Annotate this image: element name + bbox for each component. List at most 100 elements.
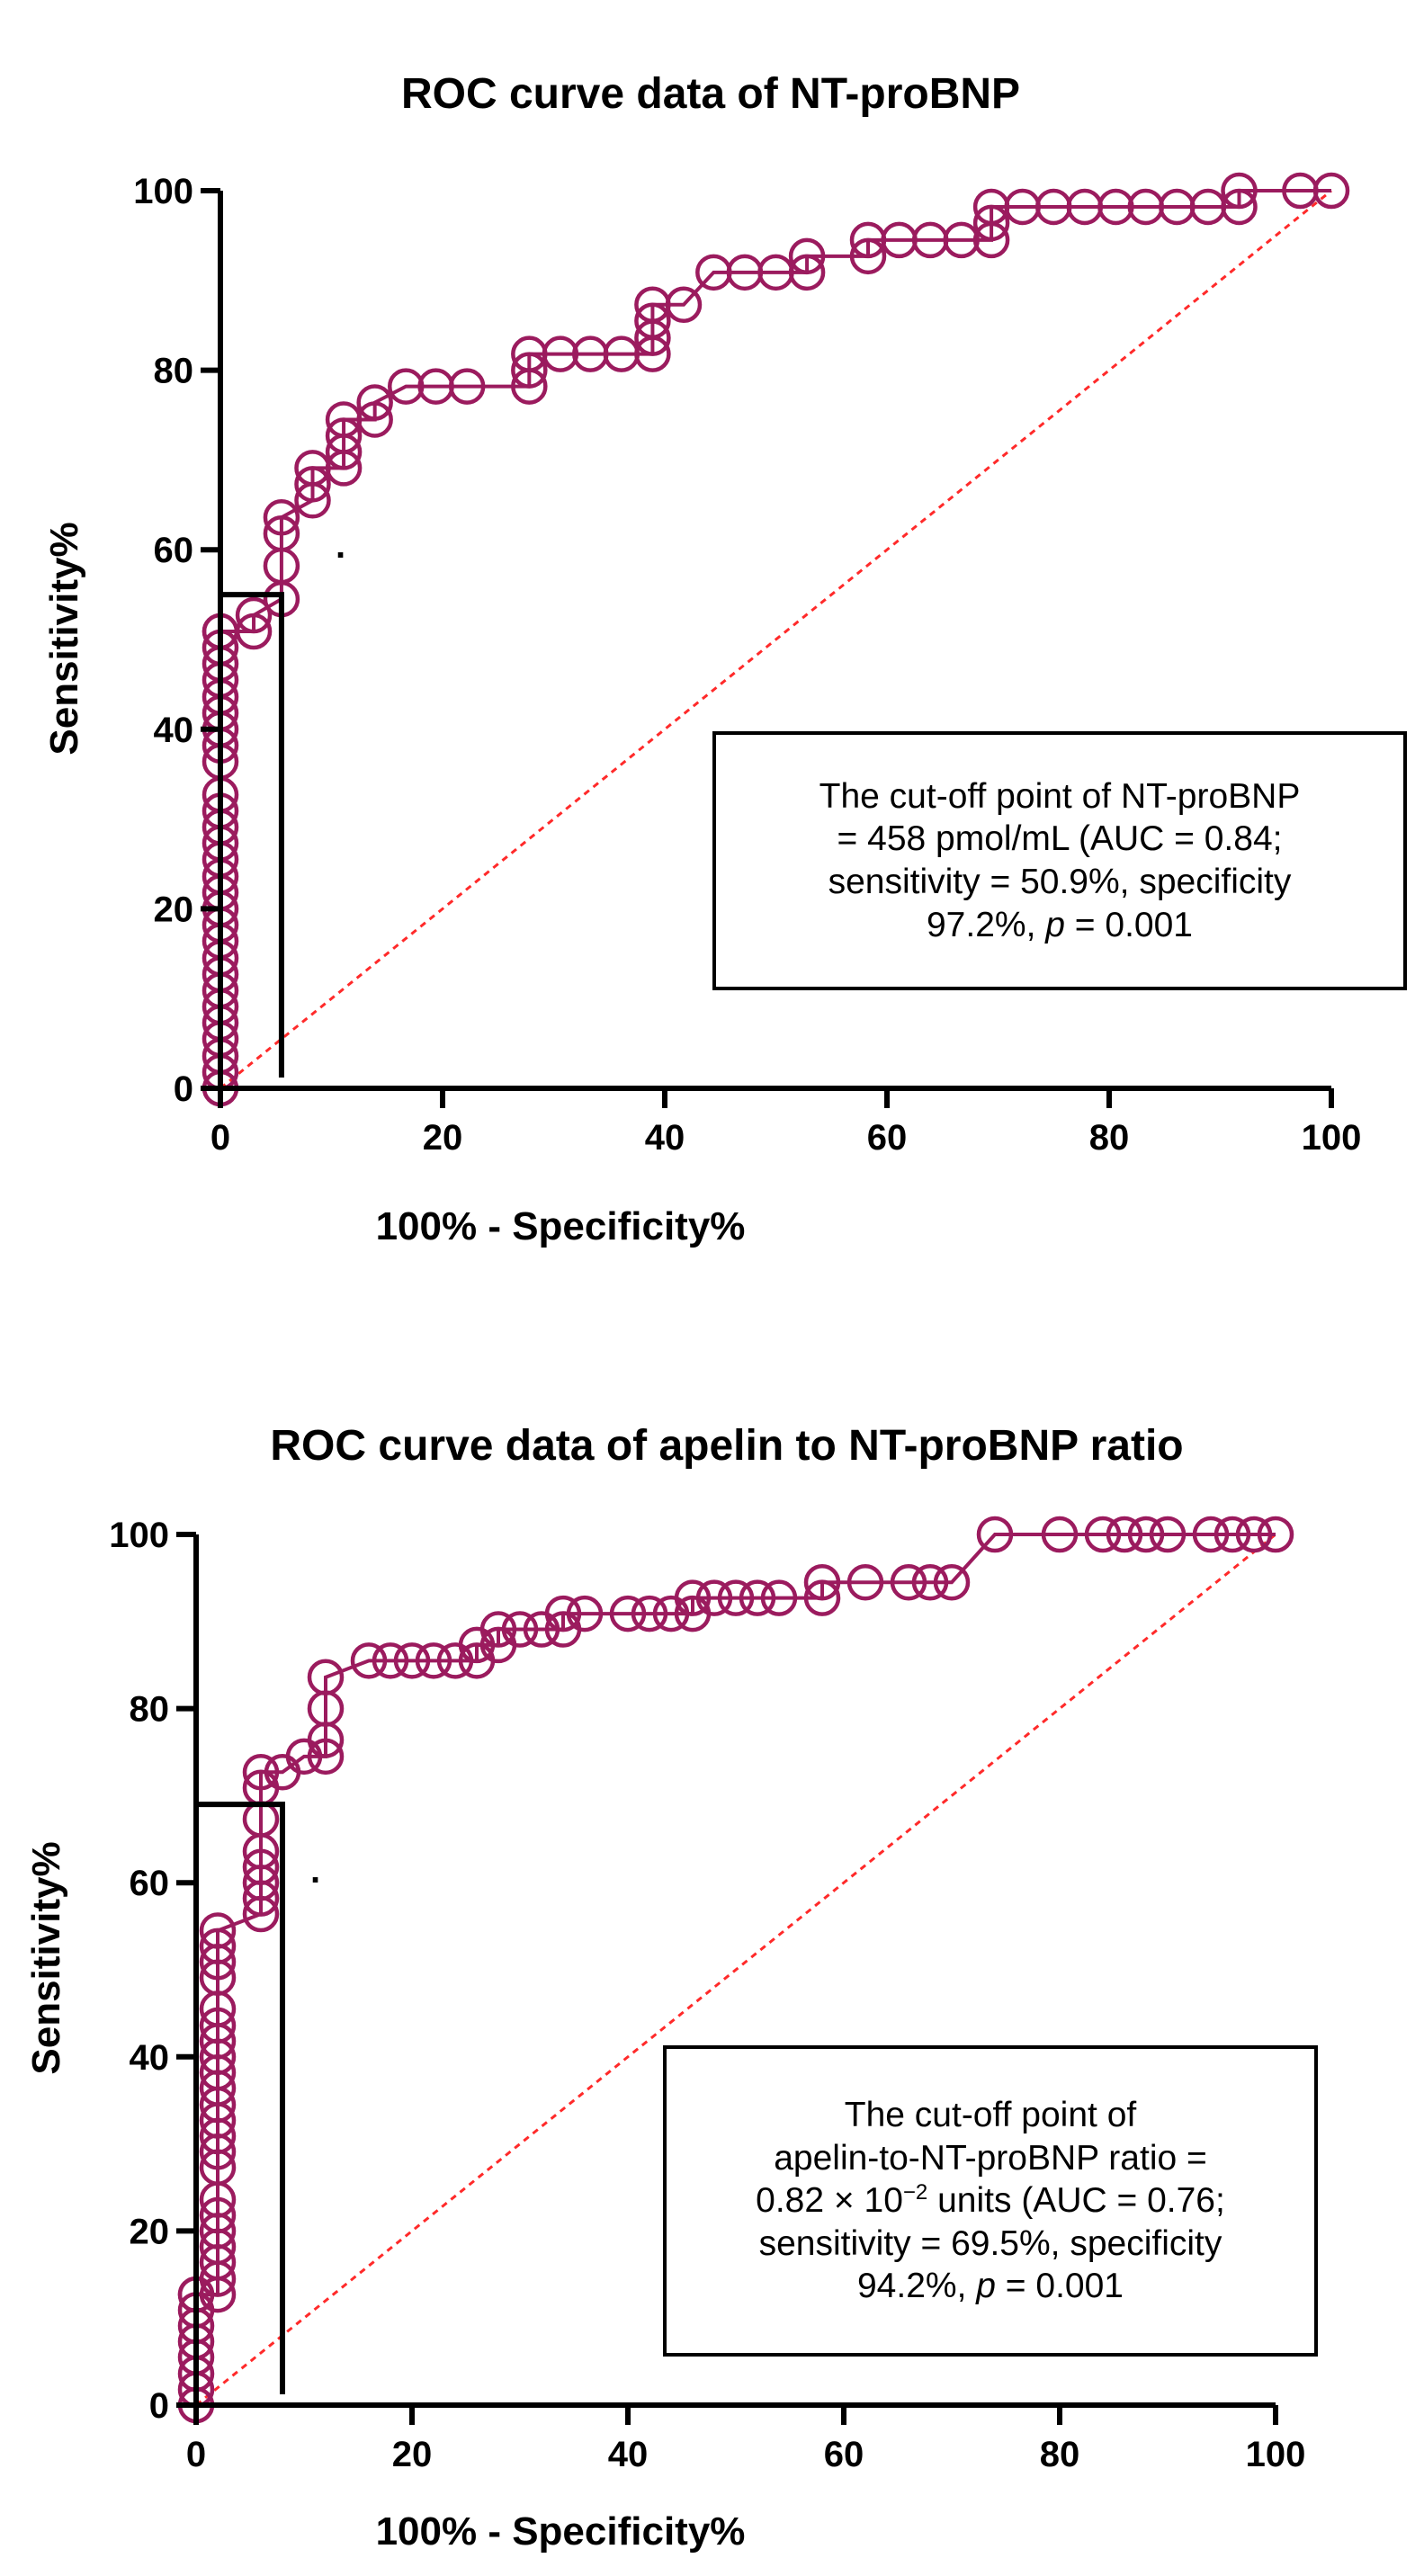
annotation-exponent: −2 [902,2180,928,2205]
roc-point [199,1928,237,1965]
roc-point [372,1642,409,1679]
roc-point [674,1579,712,1616]
roc-point [387,368,425,405]
reference-line [219,189,1332,1090]
roc-point [307,1738,345,1775]
roc-point [1097,188,1134,226]
roc-point [1106,1516,1143,1553]
roc-chart-nt-probnp: ROC curve data of NT-proBNP Sensitivity%… [42,70,1407,1248]
roc-point [890,1563,927,1601]
roc-point [972,204,1010,242]
x-tick-label: 60 [824,2435,864,2474]
roc-point [1192,1516,1230,1553]
roc-point [566,1595,604,1632]
x-tick-label: 40 [608,2435,649,2474]
roc-point [695,1579,733,1616]
roc-point [235,613,273,650]
roc-point [634,302,671,339]
y-axis-label: Sensitivity% [24,1841,68,2074]
annotation-line-1: The cut-off point of [844,2096,1137,2135]
x-tick-label: 80 [1040,2435,1080,2474]
roc-point [479,1611,517,1648]
annotation-p: p [976,2267,996,2306]
roc-point [1127,1516,1165,1553]
y-tick-label: 20 [154,890,194,929]
roc-point [263,499,300,536]
roc-point [1221,172,1258,210]
annotation-line-4-pre: 97.2%, [926,905,1046,944]
roc-point [665,286,703,323]
reference-line [195,1533,1276,2407]
roc-point [1041,1516,1079,1553]
y-tick-label: 100 [133,172,193,211]
annotation-p: p [1045,905,1065,944]
roc-chart-apelin-ratio: ROC curve data of apelin to NT-proBNP ra… [0,1340,1424,2576]
stray-mark: . [336,526,345,566]
roc-point [544,1595,582,1632]
x-tick-label: 0 [210,1118,230,1158]
roc-point [415,1642,452,1679]
x-axis-label: 100% - Specificity% [376,2509,746,2554]
x-tick-label: 60 [867,1118,908,1158]
roc-point [263,514,300,552]
x-tick-label: 20 [392,2435,433,2474]
y-tick-label: 60 [130,1864,170,1903]
roc-point [511,352,548,389]
roc-point [199,1912,237,1949]
annotation-line-4: sensitivity = 69.5%, specificity [758,2223,1222,2263]
roc-point [760,1579,798,1616]
annotation-line-3-post: units (AUC = 0.76; [927,2181,1225,2221]
annotation-box: The cut-off point of apelin-to-NT-proBNP… [663,2045,1318,2357]
annotation-line-2: = 458 pmol/mL (AUC = 0.84; [837,819,1283,859]
y-tick-label: 40 [130,2038,170,2078]
roc-point [235,596,273,634]
roc-point [739,1579,776,1616]
roc-point [199,2196,237,2234]
roc-point [1257,1516,1294,1553]
roc-point [943,221,980,259]
roc-point [1214,1516,1251,1553]
roc-point [933,1563,971,1601]
roc-point [242,1754,280,1791]
roc-point [542,335,579,372]
roc-point [242,1848,280,1886]
y-tick-label: 80 [130,1690,170,1730]
y-tick-label: 0 [149,2386,169,2426]
roc-point [1312,172,1350,210]
roc-point [803,1579,841,1616]
roc-chart-apelin-ratio-svg: ROC curve data of apelin to NT-proBNP ra… [24,1422,1305,2554]
annotation-line-5-pre: 94.2%, [856,2267,977,2306]
y-tick-label: 20 [130,2212,170,2251]
roc-point [356,384,393,421]
annotation-line-1: The cut-off point of NT-proBNP [819,776,1301,816]
x-axis-label: 100% - Specificity% [376,1204,746,1248]
annotation-line-4: 97.2%, p = 0.001 [716,904,1403,947]
x-tick-label: 80 [1089,1118,1130,1158]
roc-point [448,368,486,405]
chart-title: ROC curve data of apelin to NT-proBNP ra… [270,1422,1183,1470]
x-tick-label: 40 [645,1118,685,1158]
roc-point [788,254,826,291]
annotation-line-3: sensitivity = 50.9%, specificity [828,863,1292,901]
roc-point [1221,188,1258,226]
y-tick-label: 60 [154,531,194,570]
y-tick-label: 80 [154,352,194,391]
x-tick-label: 100 [1302,1118,1362,1158]
annotation-line-3-pre: 0.82 × 10 [756,2181,903,2221]
roc-point [501,1611,539,1648]
roc-point [325,417,363,454]
roc-point [788,237,826,275]
annotation-line-5-post: = 0.001 [995,2267,1124,2306]
roc-point [803,1563,841,1601]
y-axis-label: Sensitivity% [42,522,86,755]
roc-point [199,2007,237,2044]
annotation-line-4-post: = 0.001 [1064,905,1193,944]
roc-chart-nt-probnp-svg: ROC curve data of NT-proBNP Sensitivity%… [42,70,1362,1248]
y-tick-label: 100 [109,1516,169,1555]
roc-point [307,1659,345,1696]
y-tick-label: 40 [154,711,194,750]
annotation-line-5: 94.2%, p = 0.001 [667,2265,1314,2308]
chart-title: ROC curve data of NT-proBNP [401,70,1020,118]
y-tick-label: 0 [174,1069,193,1109]
annotation-line-2: apelin-to-NT-proBNP ratio = [774,2138,1207,2178]
